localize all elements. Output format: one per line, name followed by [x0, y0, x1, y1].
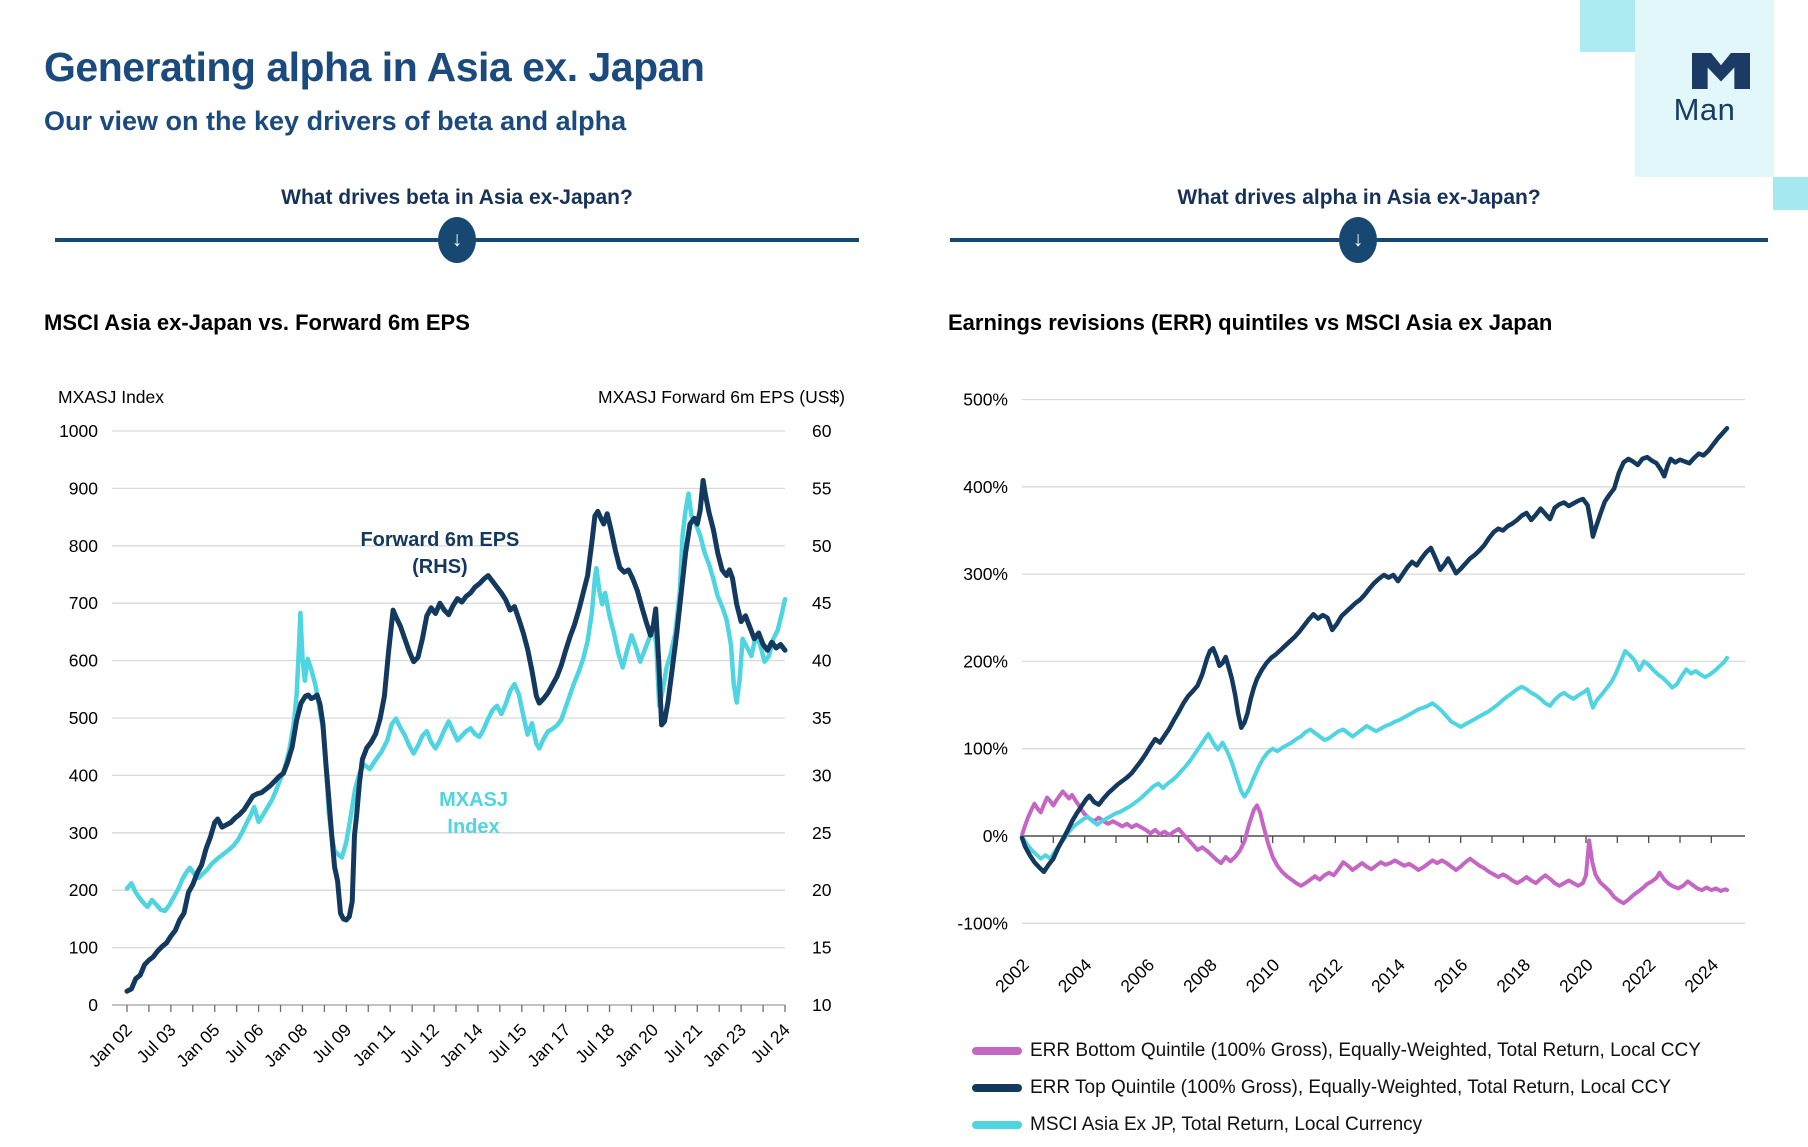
svg-text:200%: 200%	[963, 651, 1008, 671]
right-chart-grid: 500% 400% 300% 200% 100% 0% -100%	[957, 390, 1745, 933]
svg-text:2010: 2010	[1242, 955, 1284, 997]
svg-text:Jan 05: Jan 05	[172, 1020, 223, 1071]
inplot-label: MXASJ	[439, 789, 508, 811]
svg-text:Jul 18: Jul 18	[571, 1020, 618, 1067]
legend-item: ERR Top Quintile (100% Gross), Equally-W…	[972, 1073, 1701, 1103]
legend-label: MSCI Asia Ex JP, Total Return, Local Cur…	[1030, 1114, 1423, 1135]
svg-text:Jan 23: Jan 23	[699, 1020, 750, 1071]
svg-text:300: 300	[69, 823, 98, 843]
left-axis-title: MXASJ Index	[58, 387, 164, 407]
legend-swatch-msci	[972, 1121, 1022, 1129]
series-forward-6m-eps-line	[124, 477, 788, 994]
svg-text:Jul 15: Jul 15	[483, 1020, 530, 1067]
inplot-label: Index	[447, 816, 499, 838]
down-arrow-glyph: ↓	[451, 228, 463, 251]
logo-cyan-square-icon	[1773, 177, 1808, 210]
svg-text:50: 50	[812, 536, 832, 556]
svg-text:-100%: -100%	[957, 913, 1008, 933]
svg-text:Jan 17: Jan 17	[523, 1020, 574, 1071]
svg-text:2002: 2002	[991, 955, 1033, 997]
svg-text:40: 40	[812, 651, 832, 671]
svg-text:300%: 300%	[963, 564, 1008, 584]
chart-title-left: MSCI Asia ex-Japan vs. Forward 6m EPS	[44, 310, 470, 335]
svg-text:Jul 03: Jul 03	[133, 1020, 180, 1067]
svg-text:2016: 2016	[1430, 955, 1472, 997]
legend-swatch-err-bottom	[972, 1047, 1022, 1055]
svg-text:Jul 09: Jul 09	[308, 1020, 355, 1067]
svg-text:500%: 500%	[963, 390, 1008, 410]
svg-text:Jul 06: Jul 06	[220, 1020, 267, 1067]
down-arrow-icon: ↓	[438, 217, 476, 263]
svg-text:2018: 2018	[1492, 955, 1534, 997]
svg-text:0%: 0%	[983, 826, 1008, 846]
chart-title-right: Earnings revisions (ERR) quintiles vs MS…	[948, 310, 1553, 335]
svg-text:Jul 21: Jul 21	[659, 1020, 706, 1067]
svg-text:Jan 20: Jan 20	[611, 1020, 662, 1071]
svg-text:400: 400	[69, 765, 98, 785]
svg-text:0: 0	[88, 995, 98, 1015]
svg-text:500: 500	[69, 708, 98, 728]
inplot-label: (RHS)	[412, 556, 468, 578]
legend: ERR Bottom Quintile (100% Gross), Equall…	[972, 1036, 1701, 1147]
svg-text:Jan 14: Jan 14	[435, 1020, 486, 1071]
svg-text:400%: 400%	[963, 477, 1008, 497]
chart-right: 500%400%300%200%100%0%-100%2002 2004 2006 2…	[957, 390, 1745, 996]
down-arrow-glyph: ↓	[1352, 228, 1364, 251]
svg-text:800: 800	[69, 536, 98, 556]
svg-text:Jan 02: Jan 02	[85, 1020, 136, 1071]
svg-text:45: 45	[812, 593, 831, 613]
legend-item: MSCI Asia Ex JP, Total Return, Local Cur…	[972, 1110, 1701, 1140]
svg-text:Jul 12: Jul 12	[396, 1020, 443, 1067]
svg-text:2014: 2014	[1367, 955, 1409, 997]
svg-text:900: 900	[69, 478, 98, 498]
svg-text:100: 100	[69, 938, 98, 958]
section-header-alpha: What drives alpha in Asia ex-Japan?	[1177, 186, 1541, 209]
svg-text:20: 20	[812, 880, 832, 900]
svg-text:2006: 2006	[1116, 955, 1158, 997]
series-msci-asia-ex-jp-line	[1020, 648, 1729, 861]
svg-text:Jan 08: Jan 08	[260, 1020, 311, 1071]
page-subtitle: Our view on the key drivers of beta and …	[44, 106, 627, 136]
svg-text:2012: 2012	[1304, 955, 1346, 997]
legend-label: ERR Bottom Quintile (100% Gross), Equall…	[1030, 1040, 1701, 1061]
svg-text:30: 30	[812, 765, 832, 785]
svg-text:15: 15	[812, 938, 831, 958]
svg-text:2024: 2024	[1680, 955, 1722, 997]
svg-text:200: 200	[69, 880, 98, 900]
svg-text:2004: 2004	[1054, 955, 1096, 997]
logo-cyan-square-icon	[1580, 0, 1635, 52]
legend-swatch-err-top	[972, 1084, 1022, 1092]
series-err-bottom-quintile-line	[1020, 789, 1729, 906]
svg-text:600: 600	[69, 651, 98, 671]
svg-text:60: 60	[812, 421, 832, 441]
svg-text:1000: 1000	[59, 421, 98, 441]
inplot-label: Forward 6m EPS	[360, 529, 519, 551]
svg-text:2008: 2008	[1179, 955, 1221, 997]
series-err-top-quintile-line	[1019, 426, 1730, 875]
svg-text:25: 25	[812, 823, 831, 843]
svg-text:2022: 2022	[1618, 955, 1660, 997]
svg-text:2020: 2020	[1555, 955, 1597, 997]
svg-text:35: 35	[812, 708, 831, 728]
down-arrow-icon: ↓	[1339, 217, 1377, 263]
svg-text:100%: 100%	[963, 739, 1008, 759]
section-header-beta: What drives beta in Asia ex-Japan?	[281, 186, 633, 209]
right-chart-xaxis: 2002 2004 2006 2008 2010 2012 2014 2016 2018 2020…	[991, 836, 1722, 996]
man-logo-text: Man	[1673, 92, 1736, 127]
svg-text:10: 10	[812, 995, 832, 1015]
svg-text:700: 700	[69, 593, 98, 613]
legend-label: ERR Top Quintile (100% Gross), Equally-W…	[1030, 1077, 1672, 1098]
svg-text:55: 55	[812, 478, 831, 498]
page-title: Generating alpha in Asia ex. Japan	[44, 44, 705, 90]
right-axis-title: MXASJ Forward 6m EPS (US$)	[598, 387, 845, 407]
man-m-icon	[1692, 53, 1750, 89]
legend-item: ERR Bottom Quintile (100% Gross), Equall…	[972, 1036, 1701, 1066]
svg-text:Jul 24: Jul 24	[747, 1020, 794, 1067]
svg-text:Jan 11: Jan 11	[349, 1020, 399, 1070]
